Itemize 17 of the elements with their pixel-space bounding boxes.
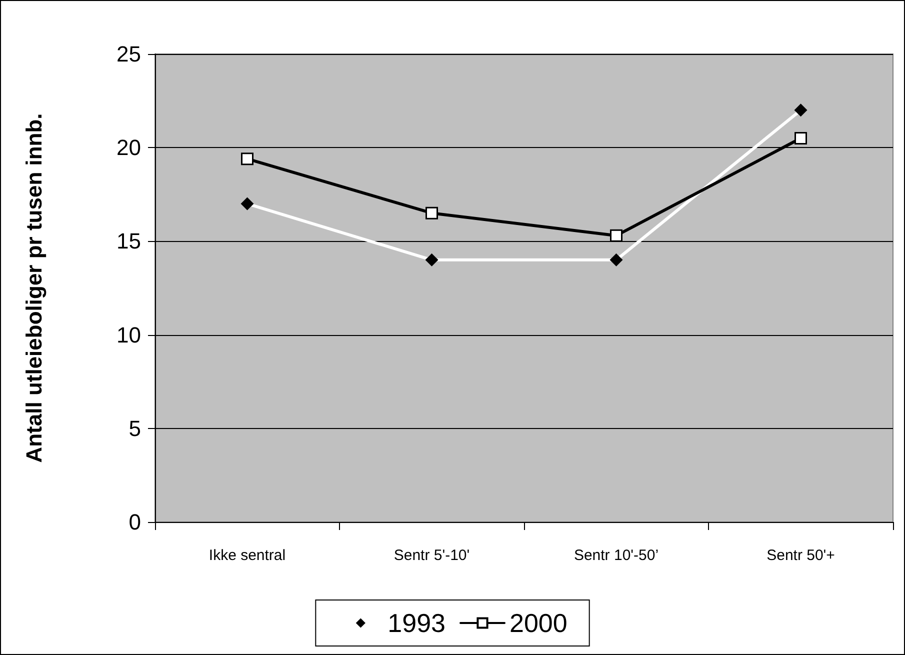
legend-label: 1993 xyxy=(388,608,446,638)
legend-label: 2000 xyxy=(510,608,568,638)
x-tick-label: Sentr 50'+ xyxy=(766,547,836,564)
point xyxy=(241,152,254,166)
y-tick-label: 0 xyxy=(128,510,141,534)
y-tick-label: 25 xyxy=(116,42,141,66)
point xyxy=(794,132,807,144)
y-tick-label: 10 xyxy=(116,322,141,348)
y-tick-label: 5 xyxy=(128,416,141,441)
y-tick-label: 20 xyxy=(116,135,141,160)
x-tick-label: Sentr 5'-10' xyxy=(394,547,470,564)
y-tick-label: 15 xyxy=(116,228,141,254)
x-tick-label: Ikke sentral xyxy=(208,547,286,564)
point xyxy=(610,229,622,242)
point xyxy=(426,206,438,220)
y-axis-title: Antall utleieboliger pr tusen innb. xyxy=(22,113,46,463)
x-tick-label: Sentr 10'-50’ xyxy=(574,547,659,564)
